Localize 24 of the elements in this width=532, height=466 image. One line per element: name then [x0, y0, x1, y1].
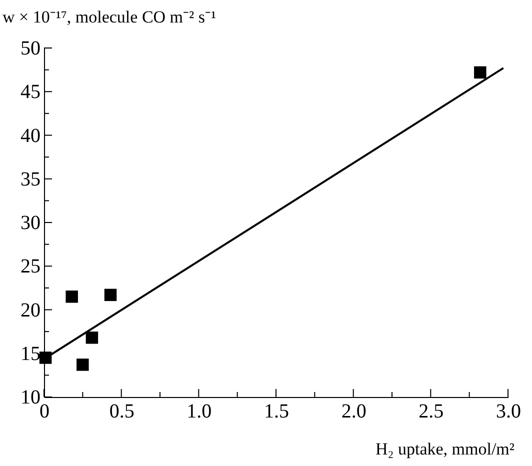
- x-tick-label: 2.5: [418, 400, 444, 422]
- y-tick-label: 10: [20, 386, 40, 408]
- y-tick-label: 40: [20, 124, 40, 147]
- x-tick-label: 1.0: [186, 400, 212, 422]
- point: [76, 358, 89, 371]
- point: [39, 352, 52, 364]
- y-tick-label: 20: [20, 299, 40, 322]
- y-tick-label: 30: [20, 212, 40, 234]
- point: [474, 66, 486, 79]
- y-tick-label: 50: [20, 38, 40, 60]
- x-axis-title: H₂ uptake, mmol/m²: [376, 440, 514, 458]
- point: [66, 290, 78, 303]
- x-tick-label: 0.5: [109, 400, 134, 422]
- x-tick-label: 2.0: [341, 400, 366, 422]
- y-axis-title: w × 10⁻¹⁷, molecule CO m⁻² s⁻¹: [2, 8, 216, 26]
- x-tick-label: 1.5: [264, 400, 289, 422]
- x-tick-label: 0: [40, 400, 50, 422]
- point: [86, 332, 98, 344]
- y-tick-label: 35: [20, 168, 40, 190]
- x-tick-label: 3.0: [496, 400, 521, 422]
- y-tick-label: 45: [20, 81, 40, 104]
- point: [104, 288, 117, 302]
- y-tick-label: 25: [20, 256, 40, 278]
- y-tick-label: 15: [20, 342, 40, 365]
